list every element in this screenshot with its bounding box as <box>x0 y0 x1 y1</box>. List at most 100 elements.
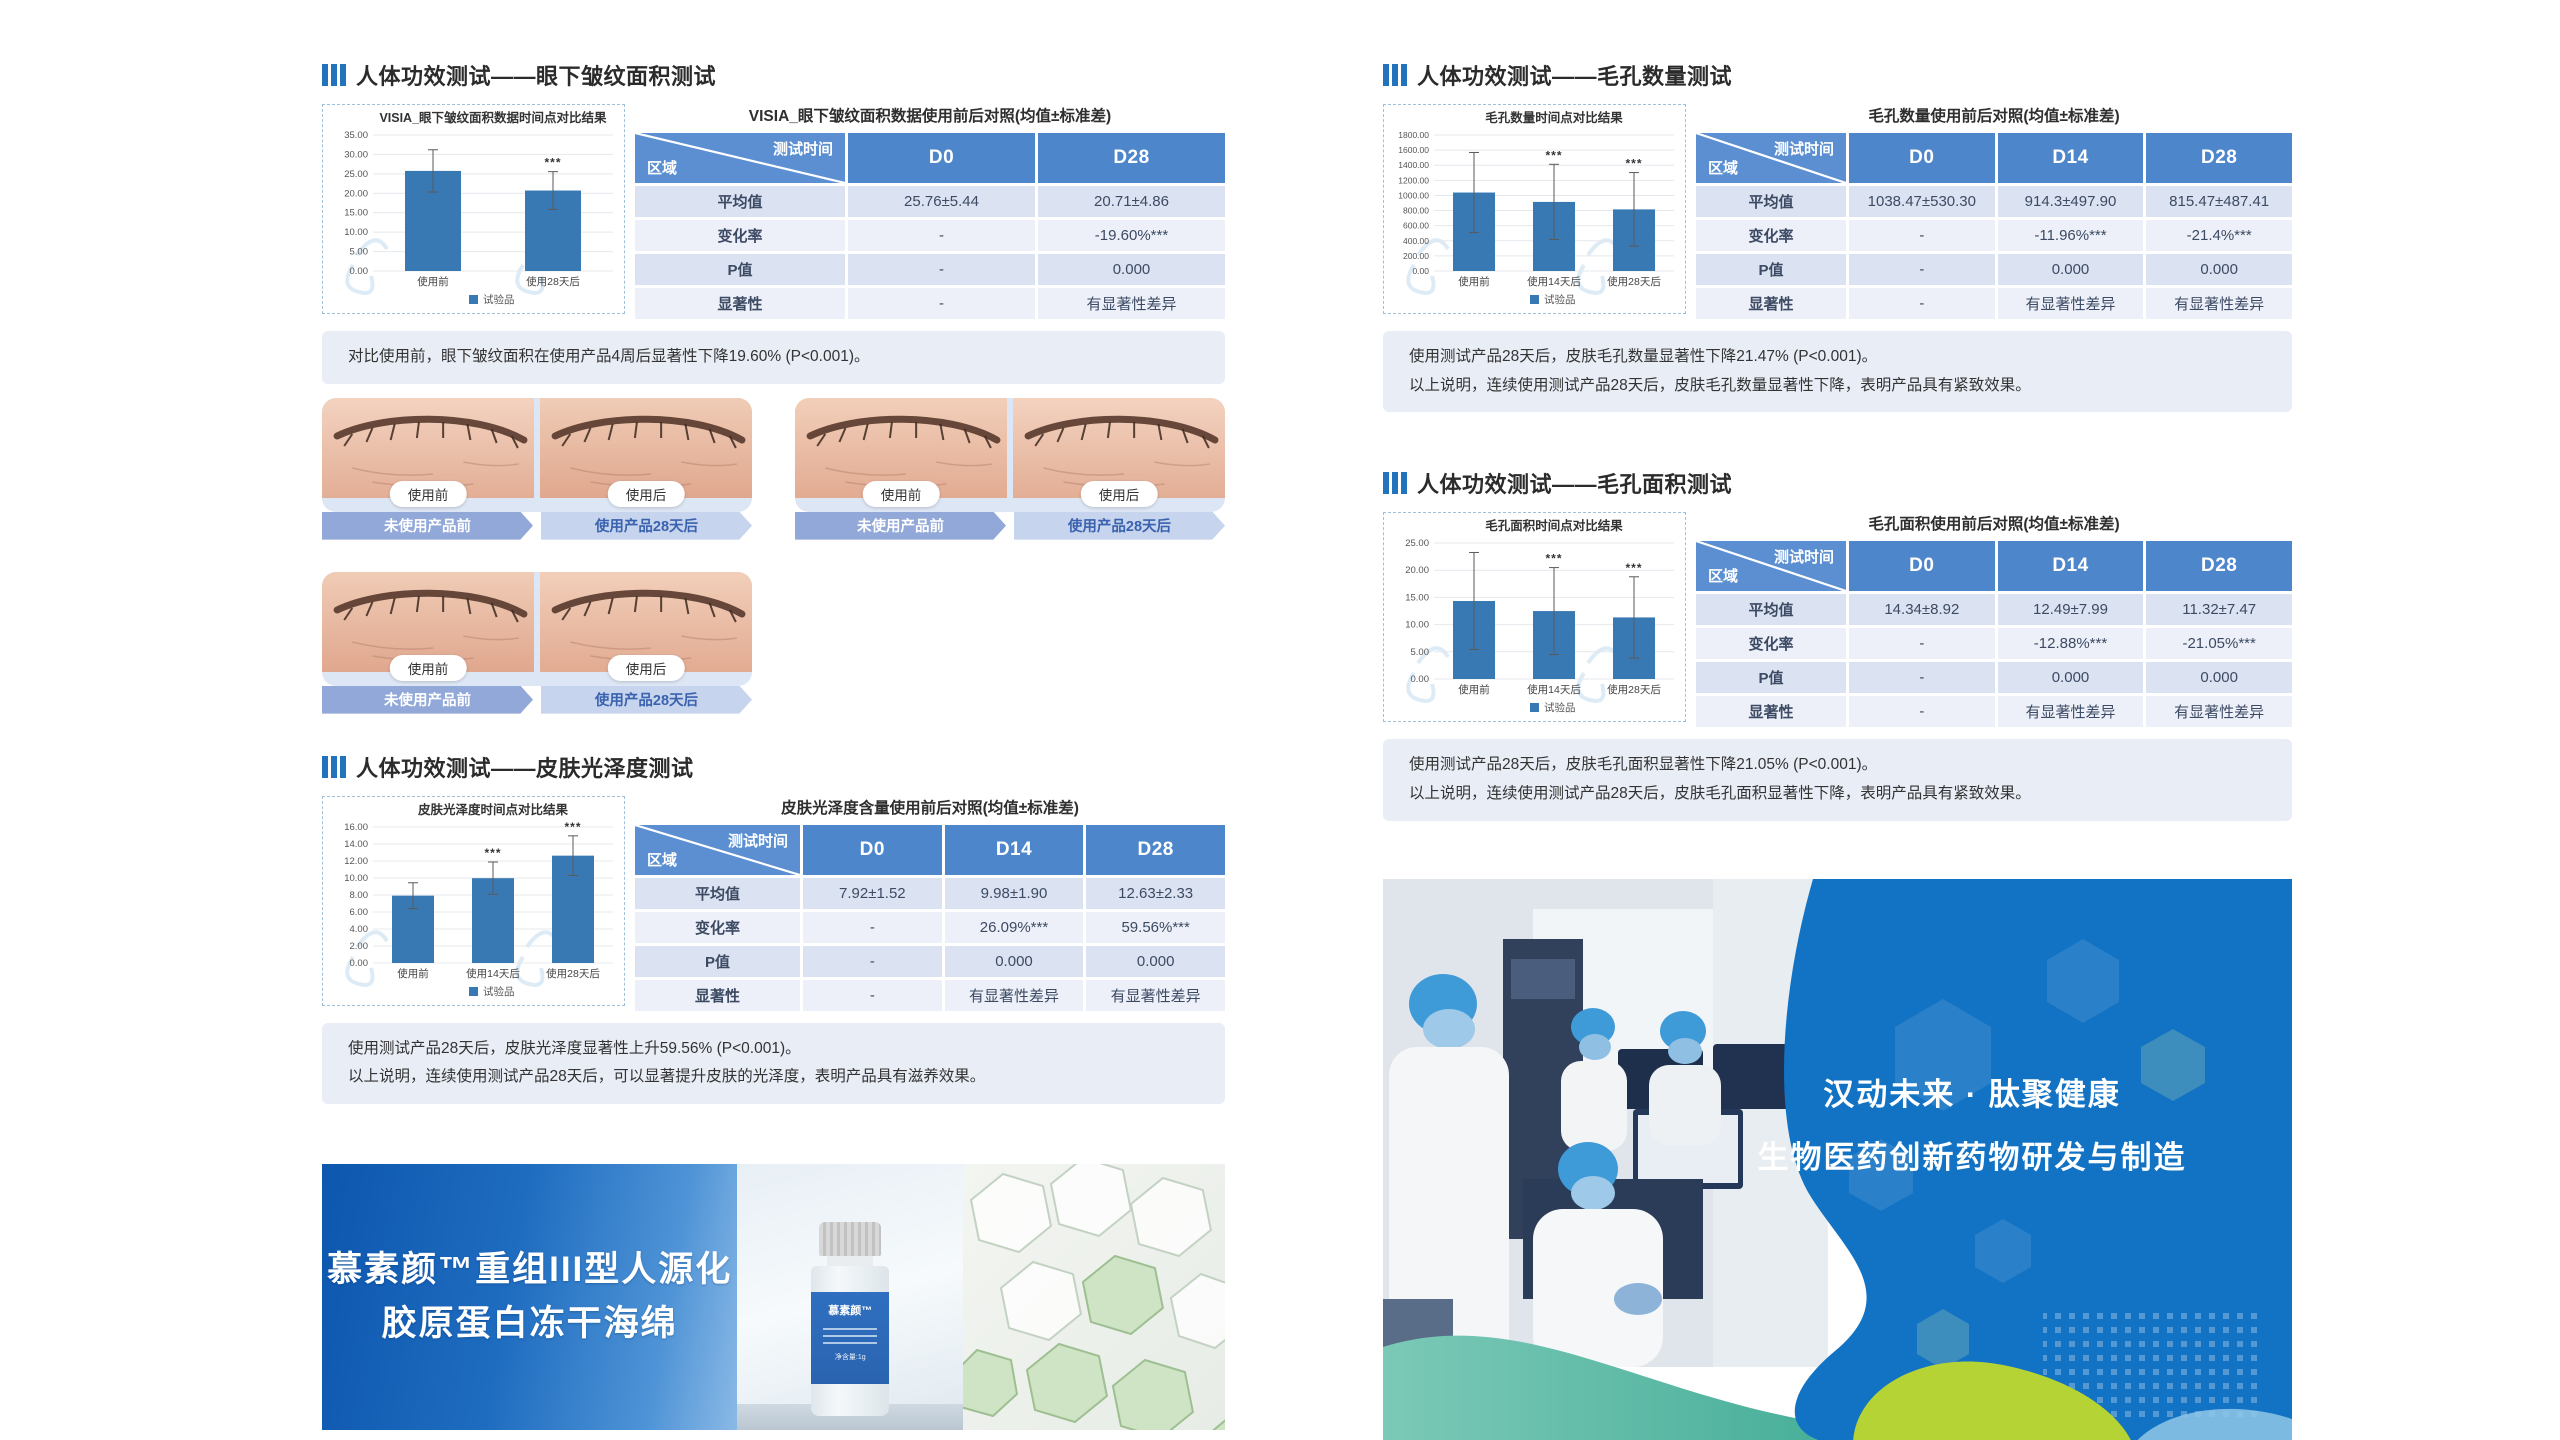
svg-text:使用14天后: 使用14天后 <box>1527 275 1581 288</box>
photo-row-1: 使用前 使用后 未使用产品前 使用产品28天后 使用前 使用后 未使用产品前 使用产… <box>322 397 1225 562</box>
table-row-label: 平均值 <box>1696 594 1846 626</box>
photo-label-after: 使用后 <box>607 480 685 507</box>
table-cell: 914.3±497.90 <box>1997 186 2144 217</box>
svg-text:VISIA_眼下皱纹面积数据时间点对比结果: VISIA_眼下皱纹面积数据时间点对比结果 <box>379 110 607 125</box>
photo-label-before: 使用前 <box>389 480 467 507</box>
svg-text:使用28天后: 使用28天后 <box>1607 275 1661 288</box>
svg-text:使用28天后: 使用28天后 <box>526 275 580 288</box>
table-cell: 有显著性差异 <box>1997 696 2144 728</box>
photo-label-before: 使用前 <box>389 654 467 681</box>
table-cell: -21.4%*** <box>2146 220 2292 251</box>
bottle-label: 慕素颜™ 净含量:1g <box>811 1292 890 1385</box>
table-cell: 26.09%*** <box>944 911 1084 943</box>
gloss-chart: 皮肤光泽度时间点对比结果 0.00 2.00 4.00 6.00 8.00 10.00 12.… <box>322 795 625 1006</box>
table-cell: 0.000 <box>1997 254 2144 285</box>
svg-text:使用前: 使用前 <box>417 275 449 288</box>
bottle-brand: 慕素颜™ <box>828 1305 873 1318</box>
table-cell: 12.63±2.33 <box>1086 877 1225 909</box>
product-banner: 慕素颜™重组III型人源化 胶原蛋白冻干海绵 慕素颜™ 净含量:1g <box>322 1164 1225 1431</box>
table-cell: -12.88%*** <box>1997 628 2144 660</box>
photo-label-before: 使用前 <box>862 480 940 507</box>
note-line: 使用测试产品28天后，皮肤毛孔数量显著性下降21.47% (P<0.001)。 <box>1409 348 1878 365</box>
svg-text:使用前: 使用前 <box>397 967 429 980</box>
table-row-label: 平均值 <box>1696 186 1846 217</box>
section-title: 人体功效测试——皮肤光泽度测试 <box>356 755 694 781</box>
sponge-hexagons <box>963 1164 1225 1431</box>
table-col-header: D28 <box>1038 133 1225 183</box>
svg-text:0.00: 0.00 <box>350 266 369 277</box>
table-cell: 1038.47±530.30 <box>1849 186 1995 217</box>
table-row-label: 平均值 <box>635 877 800 909</box>
svg-text:毛孔面积时间点对比结果: 毛孔面积时间点对比结果 <box>1485 518 1623 533</box>
left-column: 人体功效测试——眼下皱纹面积测试 VISIA_眼下皱纹面积数据时间点对比结果 0.… <box>322 60 1225 1431</box>
svg-text:毛孔数量时间点对比结果: 毛孔数量时间点对比结果 <box>1485 110 1623 125</box>
table-cell: - <box>1849 628 1995 660</box>
chart-svg: 毛孔面积时间点对比结果 0.00 5.00 10.00 15.00 20.00 25.00 使… <box>1405 518 1674 714</box>
svg-text:0.00: 0.00 <box>1412 266 1429 276</box>
svg-text:使用前: 使用前 <box>1458 683 1490 696</box>
arrow-after: 使用产品28天后 <box>1014 511 1225 540</box>
arrow-after: 使用产品28天后 <box>541 685 752 714</box>
table-col-header: D0 <box>1849 541 1995 592</box>
table-col-header: D28 <box>1086 824 1225 875</box>
gloss-table-wrap: 皮肤光泽度含量使用前后对照(均值±标准差) 测试时间 区域 D0 D14 D28 平均值 7… <box>635 796 1225 1011</box>
corporate-line2: 生物医药创新药物研发与制造 <box>1757 1139 2187 1175</box>
pore-area-chart: 毛孔面积时间点对比结果 0.00 5.00 10.00 15.00 20.00 25.00 使… <box>1383 512 1686 723</box>
svg-text:15.00: 15.00 <box>1405 593 1429 604</box>
svg-text:30.00: 30.00 <box>344 149 368 160</box>
gloss-chart-table-row: 皮肤光泽度时间点对比结果 0.00 2.00 4.00 6.00 8.00 10.00 12.… <box>322 795 1225 1011</box>
photo-after: 使用后 <box>540 397 752 507</box>
table-col-header: D14 <box>1997 541 2144 592</box>
table-row-label: 变化率 <box>1696 628 1846 660</box>
svg-text:***: *** <box>484 846 501 860</box>
svg-text:10.00: 10.00 <box>344 227 368 238</box>
svg-text:2.00: 2.00 <box>350 941 369 952</box>
bottle-label-lines <box>823 1328 878 1345</box>
arrow-before: 未使用产品前 <box>795 511 1006 540</box>
lab-photo <box>1383 878 1828 1367</box>
table-title: 毛孔面积使用前后对照(均值±标准差) <box>1868 516 2120 534</box>
table-cell: 有显著性差异 <box>944 979 1084 1011</box>
arrow-row: 未使用产品前 使用产品28天后 <box>795 511 1225 540</box>
photo-after: 使用后 <box>540 571 752 681</box>
note-line: 以上说明，连续使用测试产品28天后，可以显著提升皮肤的光泽度，表明产品具有滋养效… <box>348 1068 986 1086</box>
table-cell: - <box>848 288 1035 319</box>
table-cell: 25.76±5.44 <box>848 186 1035 217</box>
table-corner-cell: 测试时间 区域 <box>1696 541 1846 592</box>
table-cell: - <box>1849 288 1995 319</box>
table-cell: 14.34±8.92 <box>1849 594 1995 626</box>
pore-count-chart-table-row: 毛孔数量时间点对比结果 0.00 200.00 400.00 600.00 800.00 1… <box>1383 104 2292 319</box>
svg-text:5.00: 5.00 <box>350 247 369 258</box>
svg-text:200.00: 200.00 <box>1403 251 1429 261</box>
table-cell: 12.49±7.99 <box>1997 594 2144 626</box>
svg-text:使用14天后: 使用14天后 <box>466 967 520 980</box>
table-col-header: D0 <box>1849 133 1995 183</box>
pore-area-chart-table-row: 毛孔面积时间点对比结果 0.00 5.00 10.00 15.00 20.00 25.00 使… <box>1383 512 2292 728</box>
banner-overlay-art <box>1383 878 2292 1440</box>
svg-text:***: *** <box>544 156 561 170</box>
table-cell: 11.32±7.47 <box>2146 594 2292 626</box>
arrow-before: 未使用产品前 <box>322 511 533 540</box>
corporate-banner-text: 汉动未来 · 肽聚健康 生物医药创新药物研发与制造 <box>1692 1069 2252 1177</box>
product-banner-line1: 慕素颜™重组III型人源化 <box>327 1249 733 1289</box>
svg-text:20.00: 20.00 <box>1405 566 1429 577</box>
svg-text:400.00: 400.00 <box>1403 236 1429 246</box>
table-cell: 有显著性差异 <box>2146 696 2292 728</box>
svg-text:12.00: 12.00 <box>344 856 368 867</box>
bars-icon <box>1383 472 1407 495</box>
photo-label-after: 使用后 <box>1080 480 1158 507</box>
svg-text:25.00: 25.00 <box>1405 538 1429 549</box>
table-row-label: 显著性 <box>1696 696 1846 728</box>
wrinkle-table: 测试时间 区域 D0 D28 平均值 25.76±5.44 20.71±4.86 变化率 - -1… <box>635 133 1225 319</box>
right-column: 人体功效测试——毛孔数量测试 毛孔数量时间点对比结果 0.00 200.00 400.… <box>1383 60 2292 1440</box>
table-cell: - <box>803 979 942 1011</box>
product-banner-text: 慕素颜™重组III型人源化 胶原蛋白冻干海绵 <box>322 1164 738 1431</box>
wrinkle-chart-table-row: VISIA_眼下皱纹面积数据时间点对比结果 0.00 5.00 10.00 15.00 2… <box>322 104 1225 319</box>
arrow-after: 使用产品28天后 <box>541 511 752 540</box>
note-line: 对比使用前，眼下皱纹面积在使用产品4周后显著性下降19.60% (P<0.001… <box>348 348 870 365</box>
section-title: 人体功效测试——毛孔数量测试 <box>1417 64 1733 89</box>
svg-text:35.00: 35.00 <box>344 130 368 141</box>
svg-text:20.00: 20.00 <box>344 188 368 199</box>
table-cell: 0.000 <box>1086 945 1225 977</box>
table-corner-cell: 测试时间 区域 <box>635 824 800 875</box>
